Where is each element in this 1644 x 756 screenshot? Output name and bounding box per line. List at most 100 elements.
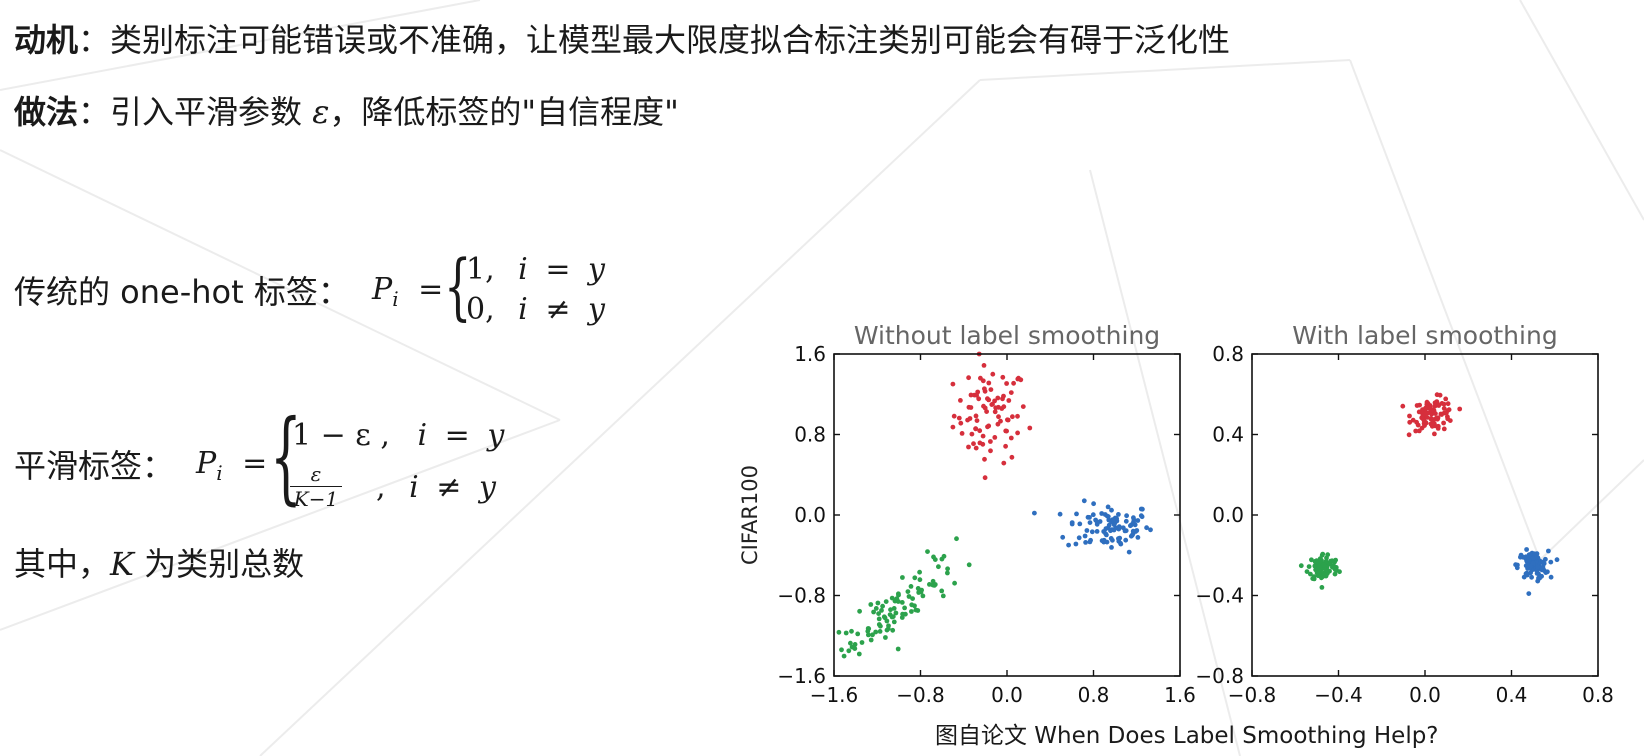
smooth-case1-var: i	[417, 418, 428, 453]
scatter-point	[958, 420, 964, 426]
scatter-point	[966, 562, 972, 568]
smooth-p: P	[196, 446, 217, 481]
scatter-point	[1539, 565, 1544, 571]
scatter-point	[839, 647, 844, 653]
scatter-point	[841, 653, 847, 659]
smooth-label: 平滑标签：	[14, 447, 175, 485]
scatter-point	[1313, 559, 1319, 565]
onehot-eq: =	[418, 272, 444, 307]
scatter-point	[878, 623, 883, 629]
scatter-point	[1106, 522, 1112, 528]
motivation-separator: ：	[78, 21, 111, 59]
motivation-line: 动机：类别标注可能错误或不准确，让模型最大限度拟合标注类别可能会有碍于泛化性	[14, 20, 1230, 60]
scatter-point	[1407, 413, 1412, 419]
scatter-point	[1325, 552, 1331, 558]
scatter-point	[1105, 514, 1111, 519]
scatter-point	[881, 614, 887, 620]
scatter-point	[1094, 529, 1100, 534]
scatter-point	[1423, 406, 1428, 412]
scatter-point	[912, 603, 917, 609]
scatter-point	[887, 612, 893, 617]
scatter-point	[990, 371, 996, 377]
scatter-point	[920, 593, 926, 599]
scatter-point	[1094, 521, 1100, 527]
scatter-point	[1015, 413, 1020, 419]
x-tick-label: −0.4	[1314, 683, 1363, 707]
method-separator: ：	[78, 93, 111, 131]
scatter-point	[1443, 396, 1449, 402]
scatter-point	[856, 651, 862, 657]
onehot-case2-rhs: y	[588, 292, 605, 327]
scatter-point	[912, 575, 918, 581]
onehot-lhs: Pi =	[372, 272, 443, 311]
smooth-eq: =	[242, 446, 268, 481]
smooth-brace: {	[270, 398, 302, 515]
method-text: 引入平滑参数	[110, 93, 313, 131]
scatter-point	[945, 570, 950, 576]
method-text-after: ，降低标签的"自信程度"	[329, 93, 679, 131]
scatter-point	[1427, 406, 1433, 411]
scatter-point	[1530, 555, 1536, 561]
onehot-case-1: 1, i = y	[466, 252, 605, 287]
scatter-point	[1430, 420, 1435, 426]
scatter-point	[1337, 569, 1342, 575]
scatter-point	[1015, 430, 1020, 436]
scatter-point	[884, 618, 890, 624]
scatter-point	[1445, 416, 1451, 422]
scatter-point	[977, 428, 983, 434]
scatter-point	[875, 600, 881, 606]
scatter-point	[1321, 562, 1327, 568]
y-tick-label: −0.8	[777, 584, 826, 608]
scatter-point	[973, 426, 979, 432]
scatter-point	[909, 609, 914, 614]
scatter-point	[1116, 512, 1121, 517]
scatter-point	[1126, 549, 1132, 555]
scatter-point	[876, 611, 881, 616]
scatter-point	[892, 598, 898, 604]
scatter-point	[917, 577, 923, 583]
y-tick-label: −0.4	[1195, 584, 1244, 608]
onehot-label: 传统的 one-hot 标签：	[14, 273, 350, 311]
scatter-point	[1313, 567, 1318, 573]
scatter-point	[1311, 576, 1317, 582]
scatter-point	[1117, 525, 1122, 531]
scatter-point	[1081, 498, 1087, 504]
scatter-point	[981, 403, 986, 409]
scatter-point	[974, 418, 980, 423]
smooth-sub: i	[216, 461, 223, 485]
scatter-point	[1005, 417, 1011, 423]
smooth-lhs: Pi =	[196, 446, 267, 485]
scatter-point	[1446, 407, 1452, 413]
scatter-point	[1415, 422, 1421, 428]
scatter-point	[1001, 460, 1007, 466]
scatter-point	[1003, 428, 1009, 434]
scatter-point	[880, 603, 885, 609]
scatter-point	[1400, 403, 1406, 409]
x-tick-label: 0.0	[1409, 683, 1441, 707]
where-line: 其中，K 为类别总数	[14, 544, 304, 584]
scatter-point	[1312, 563, 1318, 569]
scatter-point	[870, 632, 875, 638]
scatter-point	[958, 398, 963, 403]
scatter-point	[1082, 533, 1088, 539]
scatter-point	[1087, 520, 1093, 525]
scatter-point	[998, 418, 1003, 424]
scatter-point	[1441, 420, 1446, 426]
scatter-point	[917, 569, 922, 575]
scatter-point	[1423, 420, 1429, 426]
scatter-point	[1122, 528, 1128, 534]
scatter-point	[1437, 392, 1443, 398]
scatter-point	[1554, 557, 1560, 563]
scatter-point	[1016, 375, 1021, 381]
scatter-point	[936, 564, 941, 570]
scatter-point	[1435, 426, 1441, 431]
scatter-point	[1433, 411, 1438, 416]
scatter-point	[1526, 591, 1532, 596]
scatter-point	[940, 593, 946, 599]
x-tick-label: 0.8	[1078, 683, 1110, 707]
scatter-point	[1118, 540, 1123, 546]
where-after: 为类别总数	[133, 545, 305, 583]
scatter-point	[1416, 428, 1422, 434]
scatter-point	[969, 431, 975, 437]
